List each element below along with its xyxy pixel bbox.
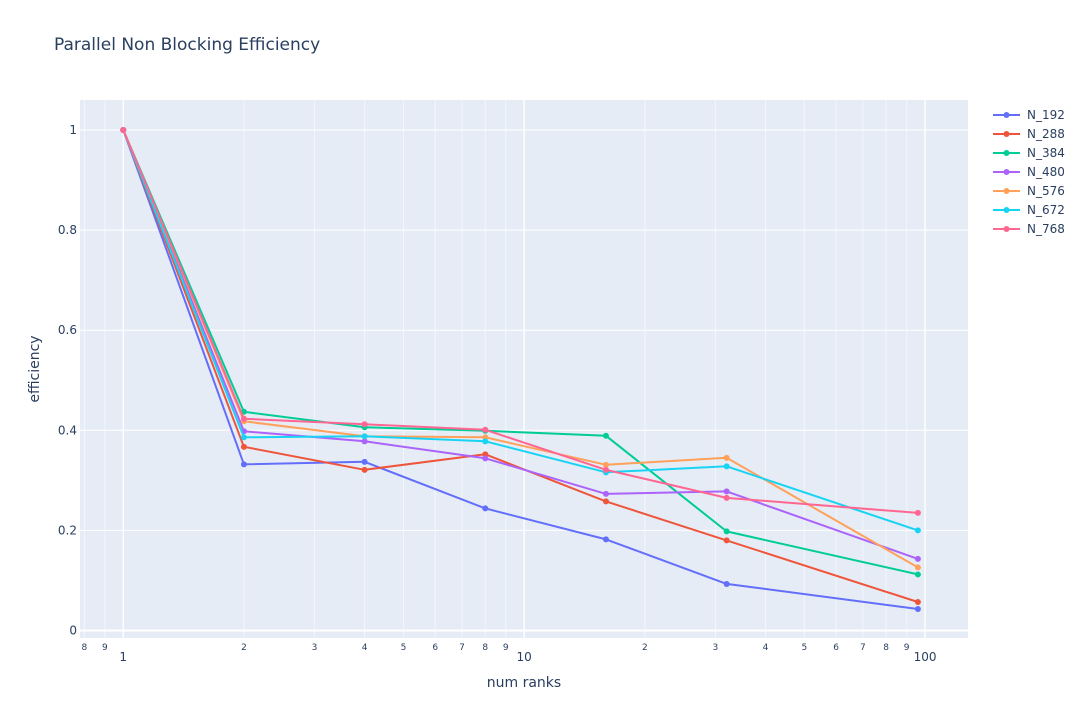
legend-label: N_768: [1027, 222, 1065, 236]
data-point: [723, 537, 730, 544]
data-point: [240, 434, 247, 441]
y-tick-label: 1: [69, 123, 77, 137]
data-point: [723, 454, 730, 461]
y-tick-label: 0: [69, 623, 77, 637]
data-point: [602, 466, 609, 473]
data-point: [361, 433, 368, 440]
legend-swatch-marker: [1003, 150, 1010, 156]
series-layer: [120, 127, 921, 612]
data-point: [914, 605, 921, 612]
x-axis-ticks: 8 9 2 3 4 5 6 7 8 9 2 3 4 5 6 7 8 9 1 10 100: [82, 643, 937, 664]
legend-item[interactable]: N_384: [993, 146, 1065, 160]
data-point: [914, 527, 921, 534]
data-point: [914, 509, 921, 516]
data-point: [723, 488, 730, 495]
data-point: [482, 505, 489, 512]
data-point: [723, 494, 730, 501]
x-minor-tick-label: 3: [312, 643, 318, 653]
data-point: [361, 421, 368, 428]
x-minor-tick-label: 8: [82, 643, 88, 653]
data-point: [723, 463, 730, 470]
data-point: [482, 426, 489, 433]
x-minor-tick-label: 4: [362, 643, 368, 653]
data-point: [914, 564, 921, 571]
legend-item[interactable]: N_288: [993, 127, 1065, 141]
data-point: [602, 461, 609, 468]
data-point: [361, 466, 368, 473]
x-minor-tick-label: 5: [401, 643, 407, 653]
x-minor-tick-label: 6: [432, 643, 438, 653]
x-minor-tick-label: 8: [482, 643, 488, 653]
legend-label: N_192: [1027, 108, 1065, 122]
data-point: [602, 432, 609, 439]
data-point: [602, 490, 609, 497]
data-point: [240, 443, 247, 450]
legend-item[interactable]: N_480: [993, 165, 1065, 179]
x-minor-tick-label: 8: [883, 643, 889, 653]
legend-item[interactable]: N_192: [993, 108, 1065, 122]
x-axis-label: num ranks: [487, 675, 561, 691]
data-point: [602, 498, 609, 505]
series-n-768: [120, 127, 921, 516]
data-point: [914, 598, 921, 605]
x-tick-label: 100: [914, 650, 937, 664]
x-minor-tick-label: 3: [713, 643, 719, 653]
x-minor-tick-label: 6: [833, 643, 839, 653]
chart-title: Parallel Non Blocking Efficiency: [54, 35, 320, 55]
data-point: [240, 415, 247, 422]
legend-item[interactable]: N_768: [993, 222, 1065, 236]
data-point: [723, 528, 730, 535]
legend-label: N_384: [1027, 146, 1065, 160]
x-minor-tick-label: 2: [642, 643, 648, 653]
legend-swatch-marker: [1003, 169, 1010, 175]
data-point: [914, 571, 921, 578]
x-minor-tick-label: 9: [503, 643, 509, 653]
x-minor-tick-label: 7: [459, 643, 465, 653]
legend-label: N_576: [1027, 184, 1065, 198]
legend-label: N_480: [1027, 165, 1065, 179]
y-axis-ticks: 0 0.2 0.4 0.6 0.8 1: [58, 123, 77, 637]
series-n-192: [120, 127, 921, 612]
data-point: [602, 536, 609, 543]
data-point: [914, 555, 921, 562]
data-point: [482, 438, 489, 445]
legend-item[interactable]: N_576: [993, 184, 1065, 198]
legend-swatch-marker: [1003, 131, 1010, 137]
legend-swatch-marker: [1003, 188, 1010, 194]
legend-swatch-marker: [1003, 207, 1010, 213]
data-point: [482, 455, 489, 462]
legend-swatch-marker: [1003, 112, 1010, 118]
x-minor-tick-label: 4: [763, 643, 769, 653]
x-tick-label: 1: [119, 650, 127, 664]
x-minor-tick-label: 9: [904, 643, 910, 653]
y-tick-label: 0.2: [58, 523, 77, 537]
x-minor-tick-label: 9: [102, 643, 108, 653]
legend-swatch-marker: [1003, 226, 1010, 232]
x-minor-tick-label: 5: [801, 643, 807, 653]
y-axis-label: efficiency: [27, 335, 43, 402]
data-point: [361, 458, 368, 465]
legend-label: N_672: [1027, 203, 1065, 217]
x-minor-tick-label: 2: [241, 643, 247, 653]
y-tick-label: 0.6: [58, 323, 77, 337]
data-point: [723, 580, 730, 587]
data-point: [240, 461, 247, 468]
legend: N_192 N_288 N_384 N_480 N_576 N_672 N_768: [993, 108, 1065, 236]
y-tick-label: 0.4: [58, 423, 77, 437]
data-point: [120, 127, 127, 134]
data-point: [361, 438, 368, 445]
x-tick-label: 10: [516, 650, 531, 664]
y-tick-label: 0.8: [58, 223, 77, 237]
legend-item[interactable]: N_672: [993, 203, 1065, 217]
legend-label: N_288: [1027, 127, 1065, 141]
x-minor-tick-label: 7: [860, 643, 866, 653]
